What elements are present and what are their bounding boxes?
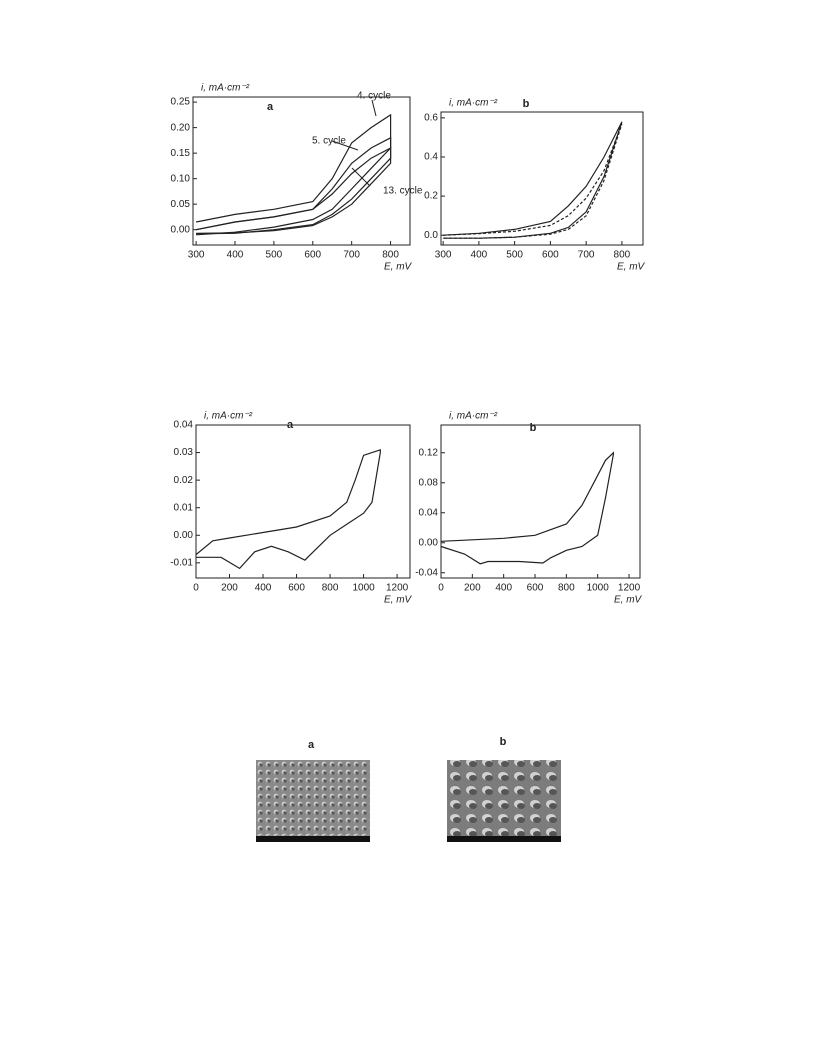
- x-tick-label: 300: [188, 250, 205, 261]
- y-axis-label: i, mA·cm⁻²: [204, 411, 253, 422]
- x-tick-label: 200: [464, 583, 481, 594]
- x-tick-label: 800: [558, 583, 575, 594]
- panel-label: b: [523, 98, 530, 110]
- plot-frame: [192, 96, 411, 246]
- y-tick-label: 0.12: [419, 447, 439, 458]
- cycle-label: 4. cycle: [357, 91, 391, 102]
- x-tick-label: 800: [382, 250, 399, 261]
- y-tick-label: 0.10: [171, 173, 191, 184]
- cv-curve: [195, 448, 381, 570]
- x-tick-label: 400: [227, 250, 244, 261]
- y-tick-label: 0.00: [171, 224, 191, 235]
- x-tick-label: 200: [221, 583, 238, 594]
- y-tick-label: 0.00: [419, 537, 439, 548]
- y-tick-label: 0.08: [419, 477, 439, 488]
- y-tick-label: 0.0: [424, 230, 438, 241]
- x-tick-label: 1200: [386, 583, 409, 594]
- x-tick-label: 600: [527, 583, 544, 594]
- y-tick-label: 0.4: [424, 152, 438, 163]
- x-tick-label: 0: [193, 583, 199, 594]
- x-tick-label: 400: [495, 583, 512, 594]
- x-axis-label: E, mV: [384, 262, 413, 273]
- y-axis-label: i, mA·cm⁻²: [449, 98, 498, 109]
- x-tick-label: 1000: [587, 583, 610, 594]
- scale-bar: [256, 836, 370, 842]
- cv-curve: [443, 121, 623, 239]
- x-tick-label: 600: [542, 250, 559, 261]
- cv-curve: [195, 147, 392, 234]
- x-tick-label: 1200: [618, 583, 641, 594]
- x-tick-label: 800: [614, 250, 631, 261]
- x-tick-label: 500: [506, 250, 523, 261]
- y-tick-label: 0.15: [171, 148, 191, 159]
- x-tick-label: 600: [304, 250, 321, 261]
- x-tick-label: 1000: [352, 583, 375, 594]
- y-tick-label: -0.04: [415, 567, 438, 578]
- x-axis-label: E, mV: [617, 262, 646, 273]
- sem-image: [447, 760, 561, 842]
- y-tick-label: 0.04: [419, 507, 439, 518]
- cv-curve: [195, 136, 392, 235]
- x-tick-label: 500: [266, 250, 283, 261]
- sem-image: [256, 760, 370, 842]
- y-tick-label: 0.04: [174, 420, 194, 431]
- y-tick-label: 0.6: [424, 113, 438, 124]
- y-tick-label: -0.01: [170, 557, 193, 568]
- x-tick-label: 600: [288, 583, 305, 594]
- y-tick-label: 0.00: [174, 530, 194, 541]
- y-tick-label: 0.2: [424, 191, 438, 202]
- x-tick-label: 800: [322, 583, 339, 594]
- x-tick-label: 0: [438, 583, 444, 594]
- image-label: a: [308, 739, 315, 751]
- x-tick-label: 400: [255, 583, 272, 594]
- y-tick-label: 0.20: [171, 122, 191, 133]
- plot-frame: [195, 424, 411, 579]
- y-axis-label: i, mA·cm⁻²: [449, 411, 498, 422]
- panel-label: b: [530, 422, 537, 434]
- y-axis-label: i, mA·cm⁻²: [201, 83, 250, 94]
- x-tick-label: 700: [343, 250, 360, 261]
- x-tick-label: 400: [471, 250, 488, 261]
- y-tick-label: 0.02: [174, 475, 194, 486]
- x-tick-label: 300: [435, 250, 452, 261]
- cycle-arrow: [331, 140, 359, 151]
- y-tick-label: 0.25: [171, 97, 191, 108]
- cv-curve: [440, 451, 614, 565]
- cycle-arrow: [371, 99, 377, 117]
- y-tick-label: 0.05: [171, 199, 191, 210]
- cv-curve: [195, 113, 392, 236]
- panel-label: a: [287, 419, 294, 431]
- x-tick-label: 700: [578, 250, 595, 261]
- cycle-arrow: [351, 167, 371, 187]
- scale-bar: [447, 836, 561, 842]
- x-axis-label: E, mV: [614, 595, 643, 606]
- plot-frame: [440, 424, 641, 579]
- x-axis-label: E, mV: [384, 595, 413, 606]
- cv-curve: [443, 123, 623, 239]
- image-label: b: [500, 736, 507, 748]
- y-tick-label: 0.03: [174, 447, 194, 458]
- y-tick-label: 0.01: [174, 502, 194, 513]
- panel-label: a: [267, 101, 274, 113]
- plot-frame: [440, 111, 644, 246]
- cycle-label: 5. cycle: [312, 136, 346, 147]
- cycle-label: 13. cycle: [383, 186, 423, 197]
